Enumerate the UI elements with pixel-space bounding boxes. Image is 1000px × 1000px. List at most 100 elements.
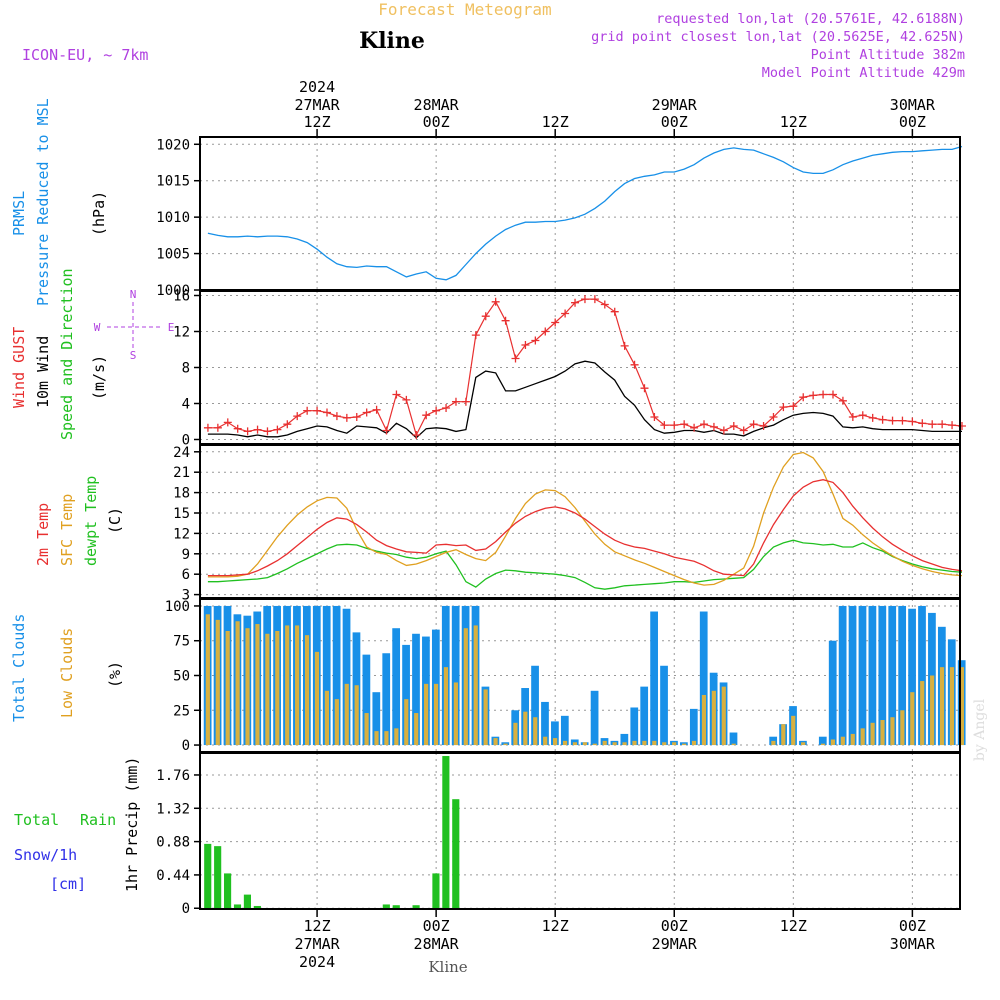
x-tick-label-bottom: 12Z — [304, 917, 331, 935]
chart-title: Forecast Meteogram — [378, 0, 551, 19]
y-tick-label: 8 — [182, 361, 190, 377]
total-cloud-bar — [640, 686, 649, 746]
low-cloud-bar — [860, 728, 865, 746]
precip-snow-label: Snow/1h — [14, 846, 77, 864]
low-cloud-bar — [602, 740, 607, 746]
x-date-label-top: 27MAR — [294, 96, 340, 114]
wind-gust-point — [779, 403, 788, 412]
x-year-label-top: 2024 — [299, 78, 335, 96]
precip-rain-label: Rain — [80, 811, 116, 829]
temp-2m-label: 2m Temp — [34, 503, 52, 566]
low-cloud-bar — [493, 738, 498, 746]
low-cloud-bar — [543, 736, 548, 746]
wind-gust-point — [709, 422, 718, 431]
low-cloud-bar — [930, 675, 935, 746]
wind-gust-point — [829, 390, 838, 399]
rain-bar — [442, 756, 450, 909]
precip-cm-label: [cm] — [50, 875, 86, 893]
wind-gust-point — [799, 393, 808, 402]
low-cloud-bar — [364, 713, 369, 746]
low-cloud-bar — [275, 630, 280, 746]
x-tick-label-top: 12Z — [304, 113, 331, 131]
wind-gust-point — [888, 416, 897, 425]
total-cloud-bar — [898, 605, 907, 746]
compass-north: N — [130, 288, 137, 301]
wind-gust-point — [392, 390, 401, 399]
rain-bar — [243, 894, 251, 909]
wind-gust-point — [848, 413, 857, 421]
x-tick-label-bottom: 00Z — [899, 917, 926, 935]
x-tick-label-bottom: 00Z — [661, 917, 688, 935]
total-cloud-bar — [868, 605, 877, 746]
low-cloud-bar — [205, 614, 210, 746]
x-tick-label-top: 00Z — [899, 113, 926, 131]
y-tick-label: 4 — [182, 397, 190, 413]
wind-gust-point — [858, 411, 867, 420]
wind-gust-point — [402, 395, 411, 404]
wind-gust-point — [451, 397, 460, 406]
wind-gust-point — [809, 391, 818, 400]
low-cloud-bar — [513, 722, 518, 746]
low-cloud-bar — [433, 683, 439, 746]
low-cloud-bar — [900, 710, 905, 746]
rain-bar — [253, 905, 261, 909]
total-cloud-bar — [402, 644, 410, 746]
low-cloud-bar — [235, 621, 240, 746]
y-tick-label: 15 — [173, 506, 190, 522]
wind-direction-label: Speed and Direction — [58, 268, 76, 440]
y-tick-label: 1.76 — [156, 768, 190, 784]
pressure-label-msl: Pressure Reduced to MSL — [34, 98, 52, 306]
low-cloud-bar — [285, 625, 290, 746]
total-cloud-bar — [838, 605, 847, 746]
precip-unit: 1hr Precip (mm) — [123, 757, 141, 892]
total-cloud-bar — [342, 608, 351, 746]
compass-east: E — [168, 321, 175, 334]
temp-unit: (C) — [106, 507, 124, 534]
rain-bar — [233, 904, 242, 909]
wind-gust-point — [739, 426, 748, 435]
x-year-label-bottom: 2024 — [299, 953, 335, 971]
total-cloud-bar — [908, 608, 916, 746]
y-tick-label: 1.32 — [156, 801, 190, 817]
wind-gust-point — [700, 420, 709, 429]
y-tick-label: 24 — [173, 445, 190, 461]
rain-bar — [432, 873, 440, 909]
wind-gust-point — [590, 295, 599, 304]
total-cloud-bar — [878, 605, 887, 746]
wind-gust-point — [789, 402, 798, 411]
low-cloud-bar — [384, 731, 389, 746]
total-cloud-bar — [699, 611, 708, 746]
low-cloud-bar — [801, 742, 806, 746]
x-date-label-top: 28MAR — [414, 96, 460, 114]
y-tick-label: 21 — [173, 465, 190, 481]
y-tick-label: 100 — [165, 599, 190, 615]
low-cloud-bar — [463, 628, 468, 746]
requested-coords: requested lon,lat (20.5761E, 42.6188N) — [656, 11, 965, 27]
wind-gust-point — [253, 425, 262, 434]
wind-gust-point — [461, 397, 470, 406]
rain-bar — [214, 846, 222, 909]
wind-gust-point — [759, 422, 768, 430]
series-layer — [203, 145, 966, 909]
low-cloud-bar — [840, 736, 845, 746]
low-cloud-bar — [503, 743, 508, 746]
wind-gust-point — [928, 420, 937, 429]
panel-frame-2 — [199, 444, 961, 599]
wind-gust-point — [948, 421, 957, 430]
wind-gust-point — [243, 427, 252, 436]
low-cloud-bar — [295, 625, 300, 746]
x-tick-label-bottom: 12Z — [542, 917, 569, 935]
wind-gust-point — [501, 316, 510, 325]
y-tick-label: 25 — [173, 703, 190, 719]
wind-gust-point — [491, 297, 500, 306]
low-cloud-bar — [304, 635, 310, 746]
total-cloud-bar — [650, 611, 658, 746]
model-label: ICON-EU, ~ 7km — [22, 46, 148, 64]
wind-gust-point — [372, 405, 381, 414]
model-altitude: Model Point Altitude 429m — [762, 65, 965, 81]
x-date-label-bottom: 27MAR — [294, 935, 340, 953]
wind-gust-point — [293, 412, 302, 421]
total-cloud-bar — [858, 605, 867, 746]
x-date-label-bottom: 29MAR — [652, 935, 698, 953]
low-cloud-bar — [344, 683, 349, 746]
